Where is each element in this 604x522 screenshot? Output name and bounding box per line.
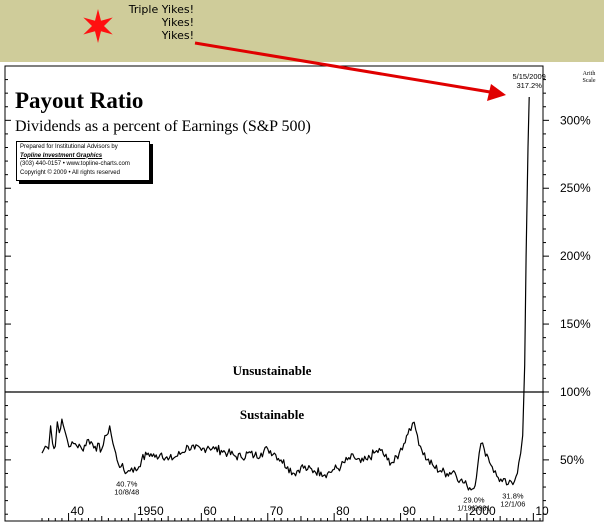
annotation-date: 12/1/06 — [500, 500, 525, 509]
y-tick-label: 150% — [560, 317, 591, 331]
x-tick-label: 10 — [535, 504, 549, 518]
credit-line-3: (303) 440-0157 • www.topline-charts.com — [20, 161, 130, 167]
yikes-text: Triple Yikes! Yikes! Yikes! — [120, 3, 194, 42]
unsustainable-label: Unsustainable — [233, 363, 312, 378]
y-axis: 50% 100% 150% 200% 250% 300% — [5, 79, 591, 515]
yikes-line-1: Triple Yikes! — [128, 3, 194, 16]
arrow-line — [194, 41, 491, 94]
x-tick-label: 70 — [270, 504, 284, 518]
credit-line-1: Prepared for Institutional Advisors by — [20, 144, 118, 150]
yikes-line-2: Yikes! — [161, 16, 194, 29]
x-tick-label: 2000 — [469, 504, 496, 518]
credit-line-4: Copyright © 2009 • All rights reserved — [20, 169, 120, 176]
yikes-line-3: Yikes! — [161, 29, 194, 42]
annotation-value: 29.0% — [463, 495, 485, 504]
credit-firm: Topline Investment Graphics — [20, 152, 103, 159]
y-tick-label: 100% — [560, 385, 591, 399]
scale-label-1: Arith — [583, 71, 596, 77]
annotation-value: 317.2% — [516, 81, 542, 90]
x-axis: 40 1950 60 70 80 90 2000 10 — [41, 504, 549, 521]
x-tick-label: 60 — [203, 504, 217, 518]
sustainable-label: Sustainable — [240, 407, 305, 422]
chart-subtitle: Dividends as a percent of Earnings (S&P … — [15, 118, 311, 135]
x-tick-label: 1950 — [137, 504, 164, 518]
x-tick-label: 80 — [336, 504, 350, 518]
annotations: 40.7%10/8/48 29.0%1/19/2001 31.8%12/1/06 5/… — [114, 72, 546, 512]
y-tick-label: 200% — [560, 249, 591, 263]
annotation-value: 40.7% — [116, 480, 138, 489]
annotation-date: 10/8/48 — [114, 488, 139, 497]
y-tick-label: 50% — [560, 453, 584, 467]
scale-label-2: Scale — [583, 78, 596, 84]
annotation-date: 5/15/2009 — [512, 72, 545, 81]
credit-box: Prepared for Institutional Advisors by T… — [16, 141, 150, 181]
y-tick-label: 300% — [560, 113, 591, 127]
x-tick-label: 90 — [403, 504, 417, 518]
chart-title: Payout Ratio — [15, 88, 143, 113]
annotation-date: 1/19/2001 — [457, 503, 490, 512]
asterisk-icon — [83, 9, 113, 43]
x-tick-label: 40 — [71, 504, 85, 518]
payout-ratio-line — [41, 96, 530, 491]
y-tick-label: 250% — [560, 181, 591, 195]
annotation-value: 31.8% — [502, 492, 524, 501]
arrow-head-icon — [487, 84, 506, 101]
